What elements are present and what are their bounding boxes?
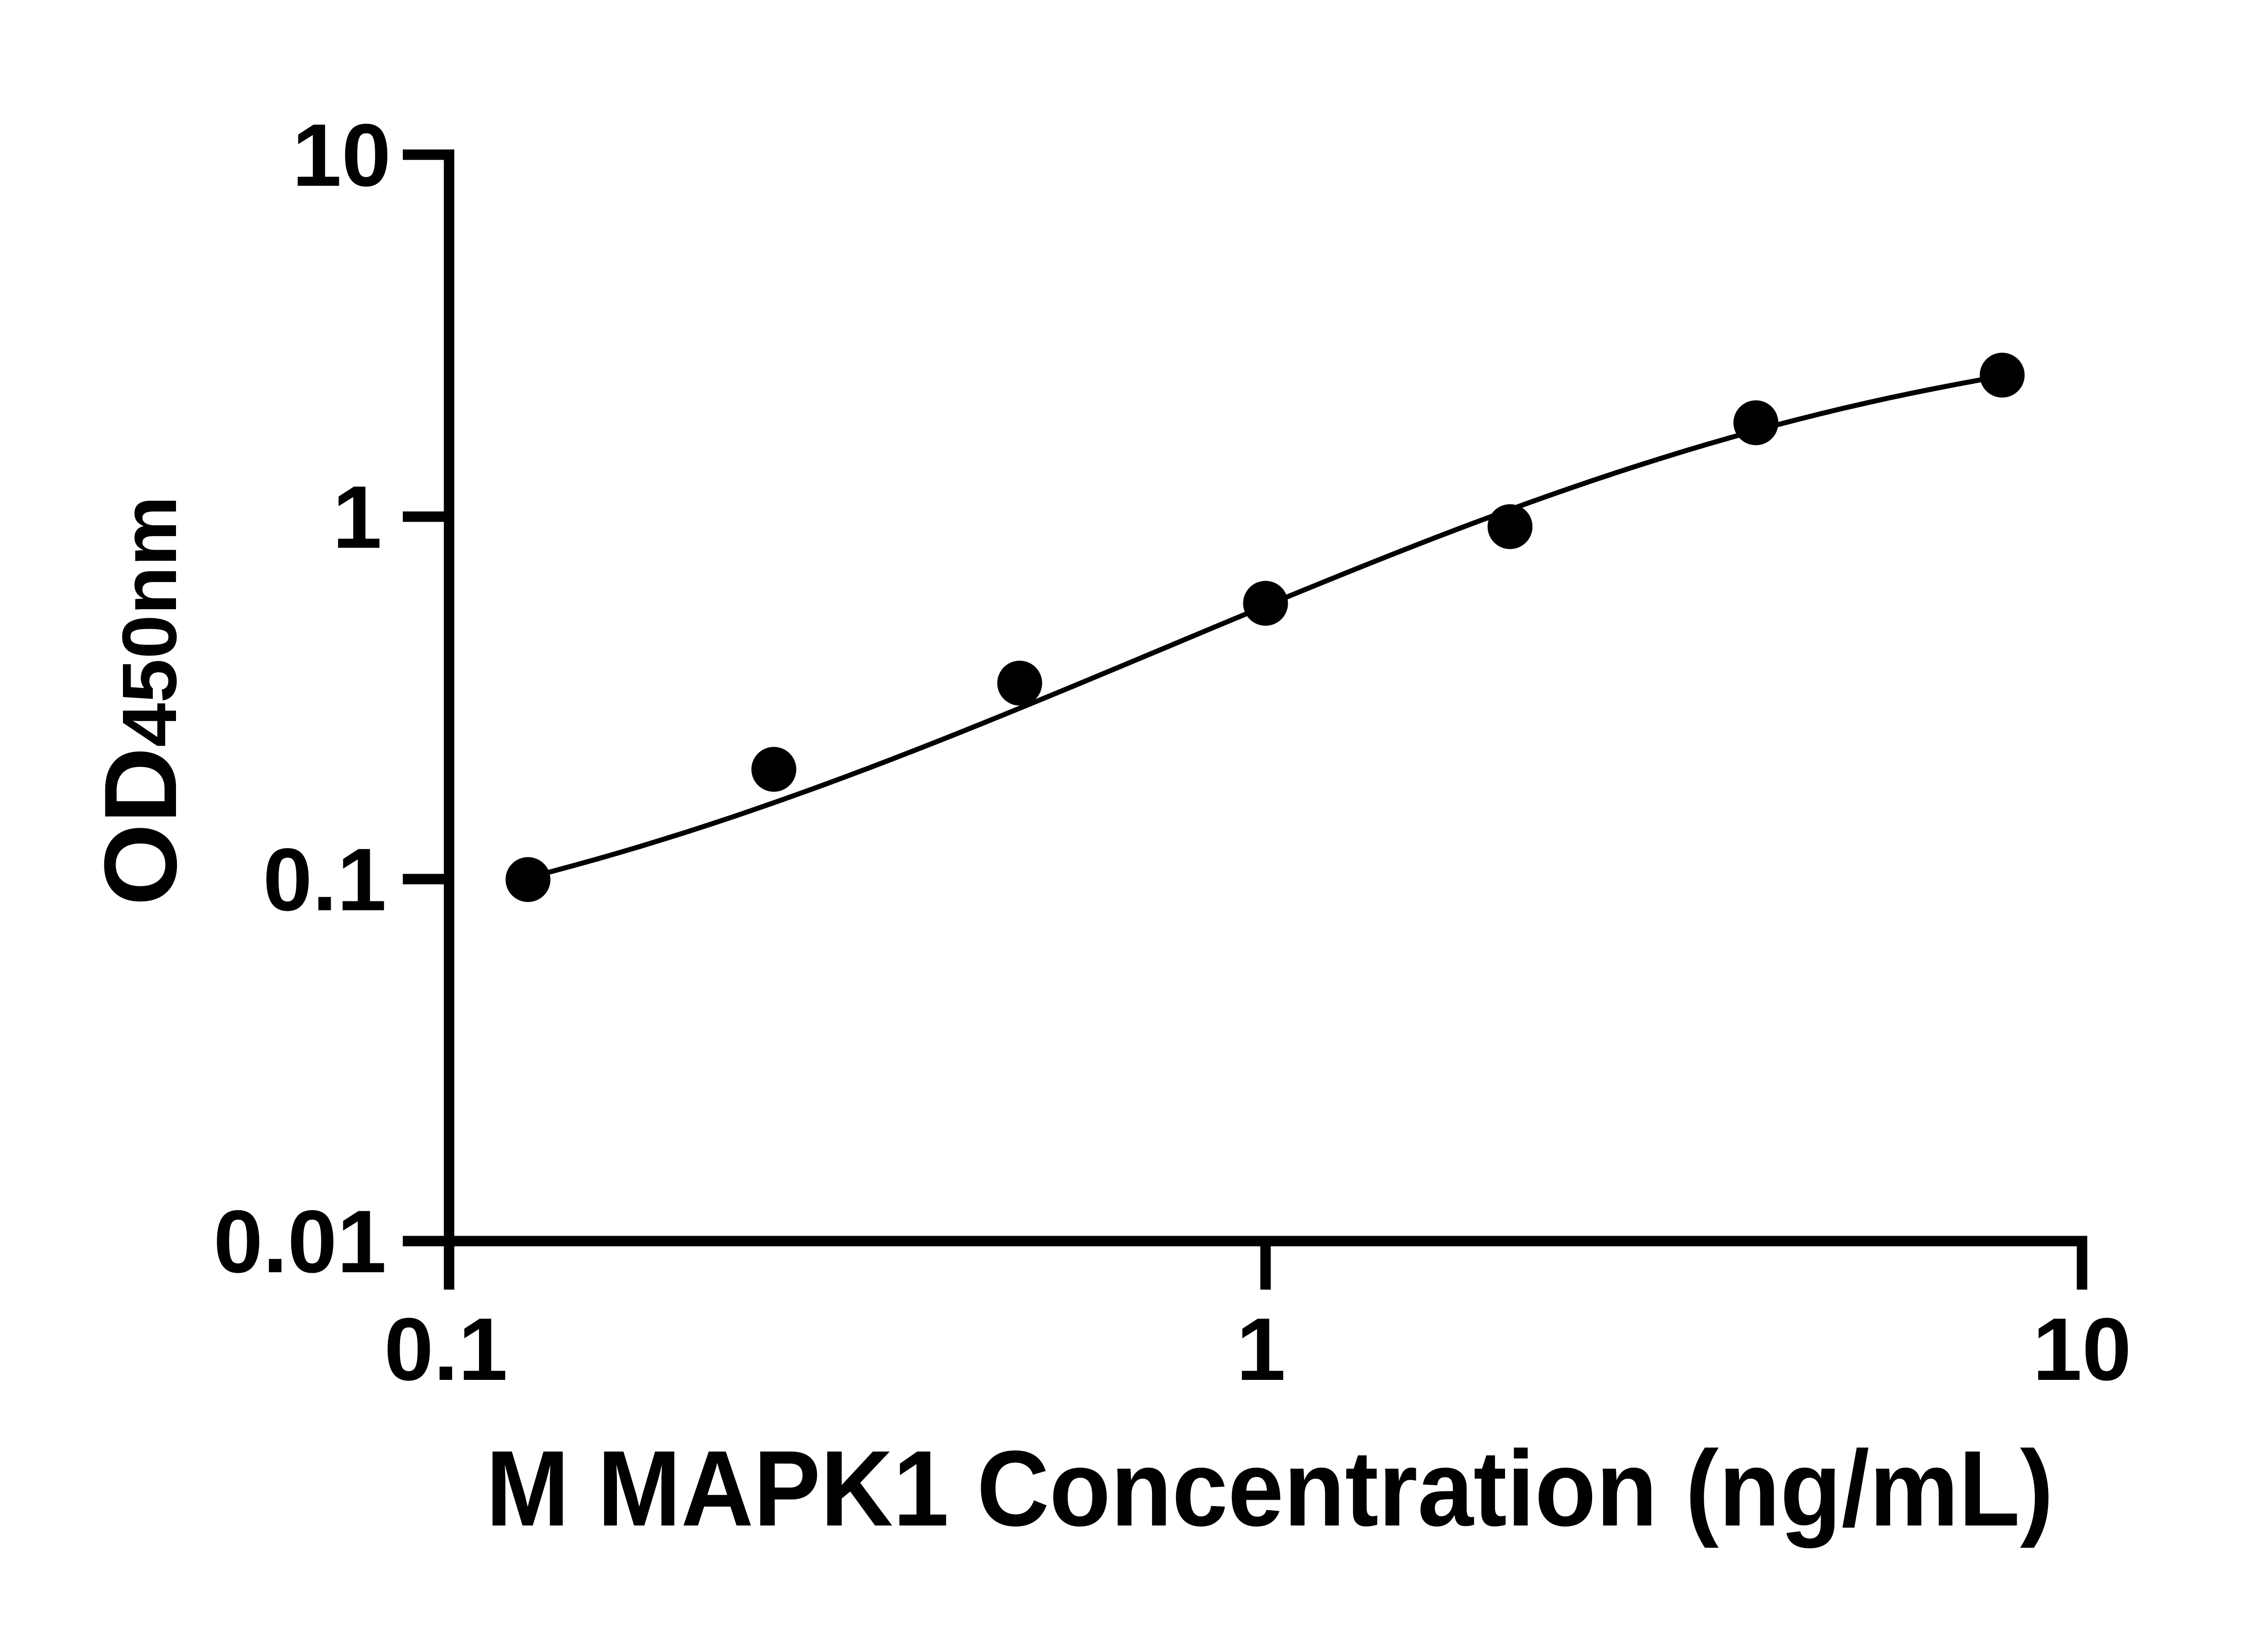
svg-text:1: 1 [1236, 1300, 1286, 1399]
svg-text:OD450nm: OD450nm [83, 496, 198, 906]
svg-text:0.1: 0.1 [263, 830, 386, 929]
svg-text:0.1: 0.1 [384, 1300, 508, 1399]
svg-text:M MAPK1 Concentration (ng/mL): M MAPK1 Concentration (ng/mL) [486, 1428, 2053, 1549]
svg-text:10: 10 [2033, 1300, 2131, 1399]
svg-text:0.01: 0.01 [214, 1192, 386, 1291]
svg-text:1: 1 [332, 468, 382, 567]
svg-text:10: 10 [292, 106, 391, 205]
